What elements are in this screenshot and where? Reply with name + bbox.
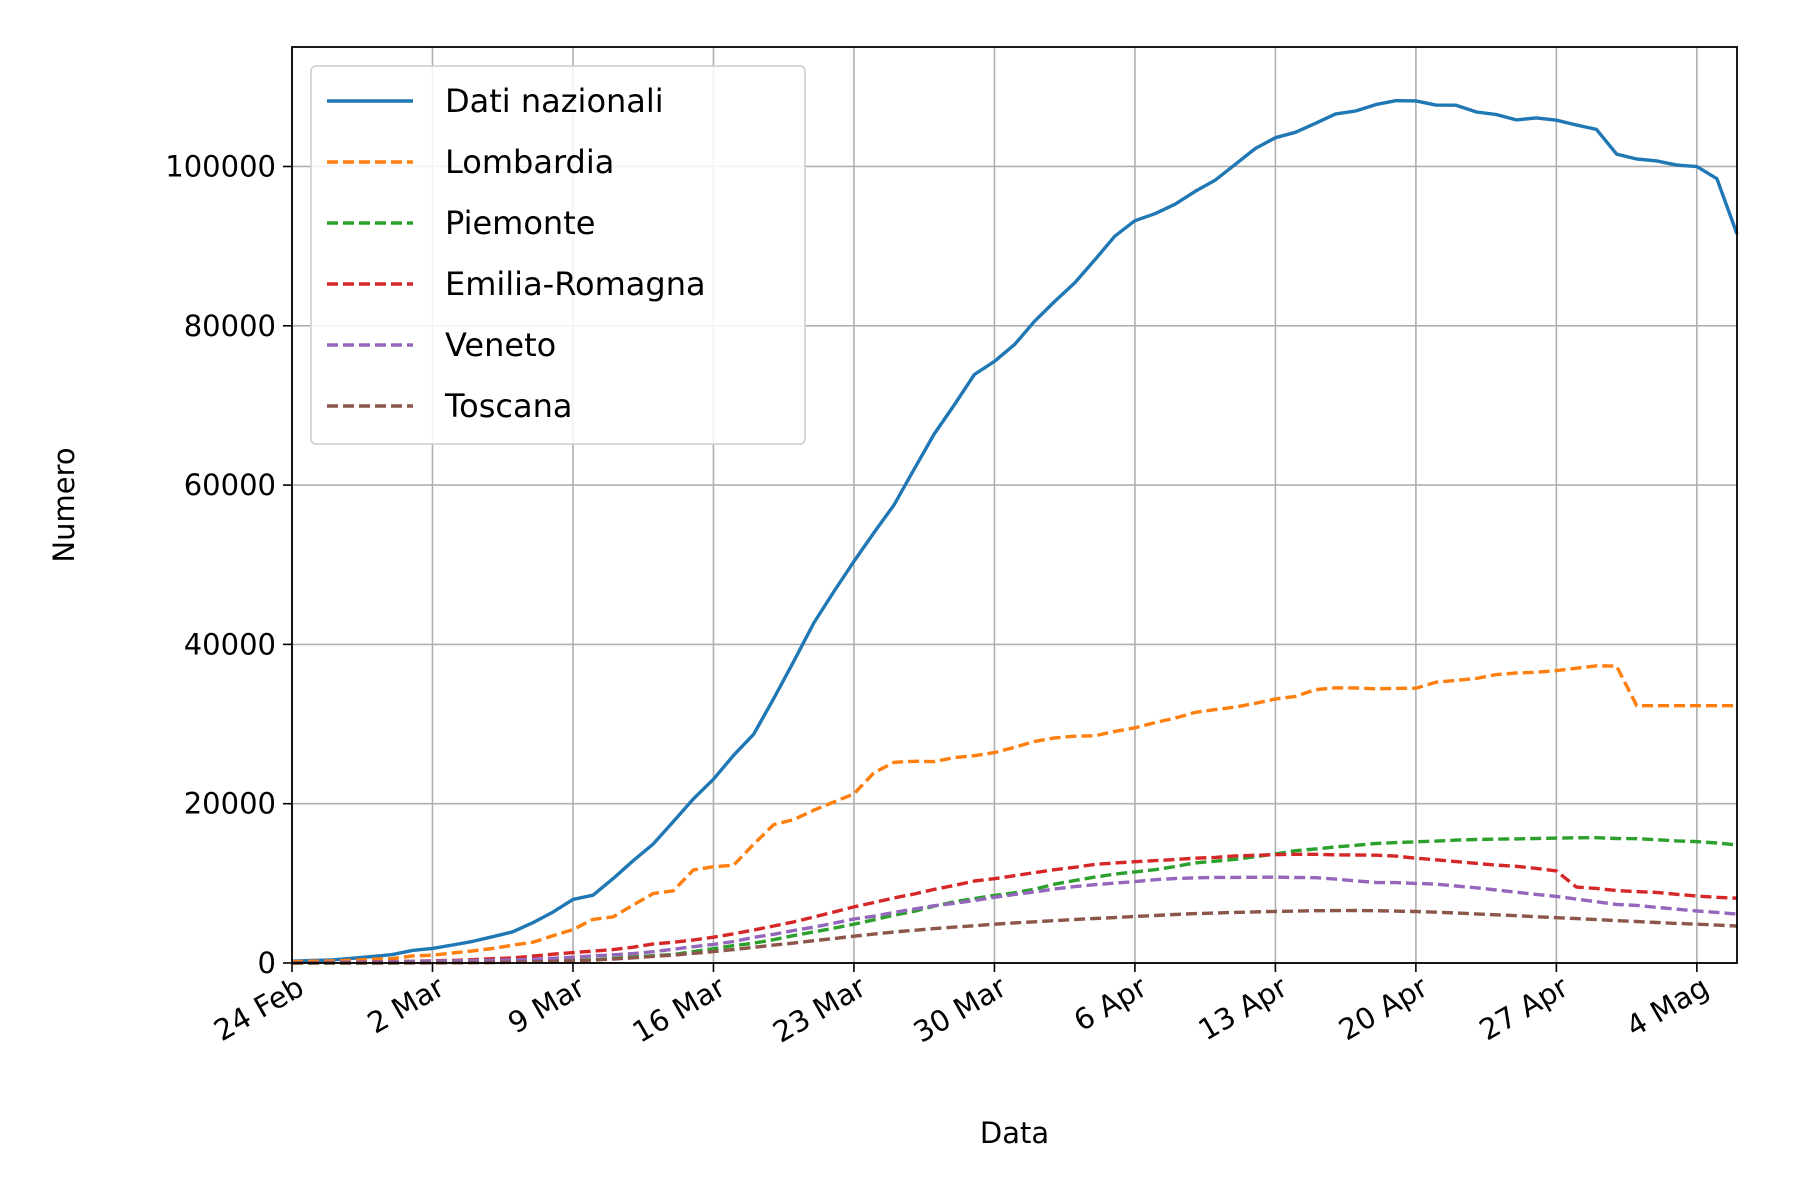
legend: Dati nazionali Lombardia Piemonte Emilia-Ro…: [310, 65, 806, 445]
legend-entry: Toscana: [444, 387, 572, 425]
y-tick-label: 20000: [184, 787, 276, 821]
legend-entry: Veneto: [445, 326, 556, 364]
x-tick-label: 6 Apr: [1068, 970, 1152, 1038]
y-axis-label: Numero: [47, 447, 81, 562]
x-tick-label: 27 Apr: [1473, 970, 1573, 1048]
series-line-veneto: [292, 875, 1738, 965]
x-tick-label: 23 Mar: [767, 970, 871, 1050]
legend-box: [310, 65, 806, 445]
y-tick-label: 80000: [184, 309, 276, 343]
x-tick-label: 24 Feb: [208, 970, 309, 1048]
legend-entry: Piemonte: [445, 204, 595, 242]
legend-entry: Lombardia: [445, 143, 614, 181]
legend-entry: Emilia-Romagna: [445, 265, 706, 303]
x-tick-label: 4 Mag: [1620, 970, 1714, 1044]
series-line-emilia-romagna: [291, 852, 1738, 965]
y-tick-label: 100000: [165, 149, 276, 183]
x-tick-label: 13 Apr: [1193, 970, 1293, 1048]
x-tick-label: 30 Mar: [908, 970, 1012, 1050]
y-tick-label: 40000: [184, 627, 276, 661]
x-tick-label: 9 Mar: [502, 970, 590, 1041]
series-line-dati-nazionali: [291, 98, 1739, 963]
x-tick-label: 2 Mar: [362, 970, 450, 1041]
y-tick-label: 0: [258, 946, 276, 980]
series-lines: [291, 98, 1739, 965]
series-line-lombardia: [291, 664, 1737, 964]
series-line-toscana: [292, 908, 1738, 965]
x-tick-label: 20 Apr: [1333, 970, 1433, 1048]
x-tick-label: 16 Mar: [627, 970, 731, 1050]
y-tick-label: 60000: [184, 468, 276, 502]
x-axis-label: Data: [980, 1116, 1049, 1150]
legend-entry: Dati nazionali: [445, 82, 664, 120]
plot-frame: [291, 46, 1738, 964]
